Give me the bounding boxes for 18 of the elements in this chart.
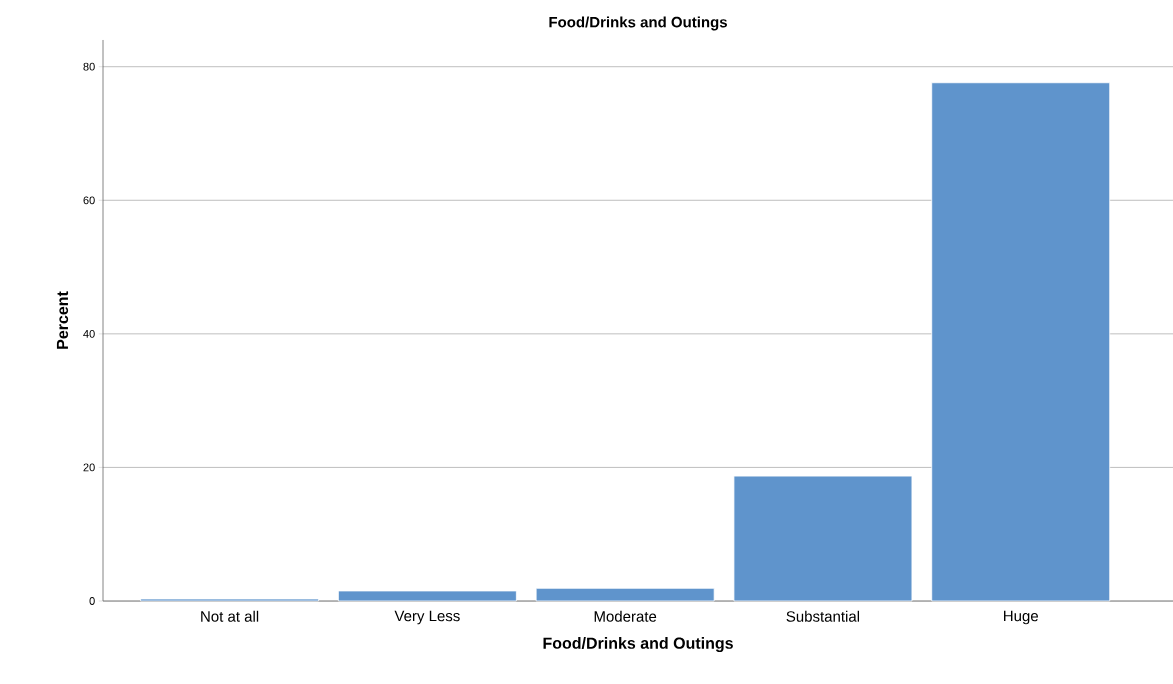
- x-tick-label: Huge: [1004, 610, 1038, 625]
- x-axis-title: Food/Drinks and Outings: [543, 637, 733, 653]
- x-tick-label: Moderate: [594, 610, 657, 622]
- bar: [535, 587, 715, 602]
- chart-title: Food/Drinks and Outings: [549, 16, 727, 31]
- y-tick-label: 80: [83, 62, 95, 71]
- bar: [337, 590, 517, 602]
- y-tick-label: 20: [83, 463, 95, 472]
- y-tick-label: 40: [83, 329, 95, 338]
- bar: [140, 598, 319, 602]
- bar: [931, 82, 1111, 602]
- y-axis-title: Percent: [56, 291, 69, 349]
- bar: [733, 475, 913, 602]
- y-tick-label: 0: [89, 597, 95, 605]
- y-tick-label: 60: [83, 196, 95, 205]
- x-tick-label: Substantial: [786, 610, 860, 622]
- x-tick-label: Not at all: [201, 610, 259, 622]
- x-tick-label: Very Less: [394, 610, 460, 625]
